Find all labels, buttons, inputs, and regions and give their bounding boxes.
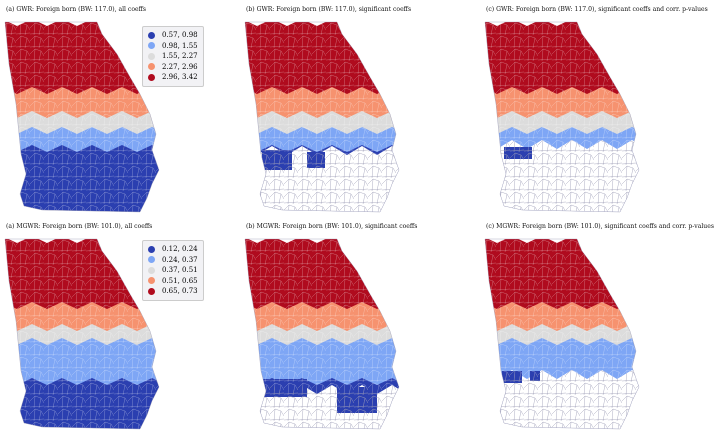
legend-marker-icon <box>148 63 155 71</box>
panel-title: (a) MGWR: Foreign born (BW: 101.0), all … <box>6 223 153 230</box>
legend-entry: 2.96, 3.42 <box>148 72 198 83</box>
panel-title: (b) MGWR: Foreign born (BW: 101.0), sign… <box>246 223 418 230</box>
legend-marker-icon <box>148 52 155 60</box>
choropleth-map <box>244 21 400 213</box>
choropleth-map <box>4 21 160 213</box>
choropleth-map <box>484 238 640 430</box>
map-panel: (b) MGWR: Foreign born (BW: 101.0), sign… <box>240 217 478 432</box>
legend-label: 2.96, 3.42 <box>162 73 198 81</box>
legend-label: 2.27, 2.96 <box>162 62 198 71</box>
legend-label: 0.57, 0.98 <box>162 31 198 39</box>
map-panel: (a) GWR: Foreign born (BW: 117.0), all c… <box>0 0 238 215</box>
legend-label: 0.65, 0.73 <box>162 287 198 295</box>
legend-label: 0.24, 0.37 <box>162 255 198 264</box>
legend-label: 0.12, 0.24 <box>162 245 198 253</box>
legend-marker-icon <box>148 256 155 264</box>
legend-entry: 2.27, 2.96 <box>148 62 198 73</box>
legend-marker-icon <box>148 42 155 50</box>
panel-title: (c) MGWR: Foreign born (BW: 101.0), sign… <box>486 223 714 230</box>
panel-title: (a) GWR: Foreign born (BW: 117.0), all c… <box>6 6 147 13</box>
legend-marker-icon <box>148 266 155 274</box>
choropleth-map <box>4 238 160 430</box>
map-panel: (b) GWR: Foreign born (BW: 117.0), signi… <box>240 0 478 215</box>
legend-marker-icon <box>148 277 155 285</box>
legend-entry: 0.51, 0.65 <box>148 276 198 287</box>
legend-entry: 0.37, 0.51 <box>148 265 198 276</box>
map-panel: (a) MGWR: Foreign born (BW: 101.0), all … <box>0 217 238 432</box>
panel-title: (b) GWR: Foreign born (BW: 117.0), signi… <box>246 6 412 13</box>
legend-label: 0.51, 0.65 <box>162 276 198 285</box>
legend: 0.12, 0.24 0.24, 0.37 0.37, 0.51 0.51, 0.65… <box>142 240 204 301</box>
map-panel: (c) GWR: Foreign born (BW: 117.0), signi… <box>480 0 718 215</box>
legend-marker-icon <box>148 31 155 39</box>
legend-entry: 0.24, 0.37 <box>148 255 198 266</box>
legend-entry: 0.98, 1.55 <box>148 41 198 52</box>
legend-entry: 1.55, 2.27 <box>148 51 198 62</box>
legend: 0.57, 0.98 0.98, 1.55 1.55, 2.27 2.27, 2.96… <box>142 26 204 87</box>
legend-entry: 0.12, 0.24 <box>148 244 198 255</box>
choropleth-map <box>484 21 640 213</box>
panel-title: (c) GWR: Foreign born (BW: 117.0), signi… <box>486 6 708 13</box>
legend-entry: 0.57, 0.98 <box>148 30 198 41</box>
legend-label: 0.37, 0.51 <box>162 266 198 274</box>
legend-label: 1.55, 2.27 <box>162 52 198 60</box>
legend-marker-icon <box>148 73 155 81</box>
choropleth-map <box>244 238 400 430</box>
legend-marker-icon <box>148 245 155 253</box>
legend-marker-icon <box>148 287 155 295</box>
legend-entry: 0.65, 0.73 <box>148 286 198 297</box>
legend-label: 0.98, 1.55 <box>162 41 198 50</box>
map-panel: (c) MGWR: Foreign born (BW: 101.0), sign… <box>480 217 718 432</box>
